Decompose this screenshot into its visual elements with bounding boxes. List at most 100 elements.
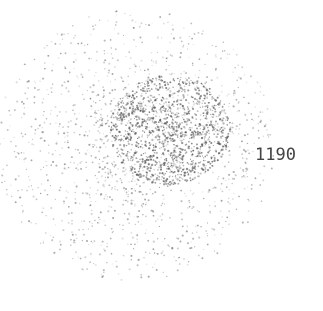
- speckle: [123, 153, 125, 155]
- speckle: [60, 187, 62, 189]
- speckle: [197, 131, 199, 133]
- speckle: [123, 135, 125, 137]
- speckle: [188, 141, 190, 143]
- speckle: [221, 85, 223, 87]
- speckle: [223, 42, 224, 43]
- speckle: [218, 126, 219, 127]
- speckle: [112, 144, 114, 146]
- speckle: [165, 180, 167, 182]
- speckle: [72, 234, 74, 236]
- speckle: [138, 221, 139, 222]
- speckle: [127, 200, 129, 202]
- speckle: [173, 126, 175, 128]
- speckle: [138, 216, 139, 217]
- speckle: [96, 113, 97, 114]
- speckle: [176, 167, 177, 168]
- speckle: [162, 105, 164, 107]
- speckle: [199, 58, 201, 60]
- speckle: [172, 176, 173, 177]
- speckle: [132, 172, 134, 174]
- speckle: [40, 193, 41, 194]
- speckle: [160, 166, 162, 168]
- speckle: [180, 174, 182, 176]
- speckle: [165, 145, 166, 146]
- speckle: [183, 119, 185, 121]
- speckle: [197, 133, 199, 135]
- speckle: [127, 157, 129, 159]
- speckle: [263, 165, 265, 167]
- speckle: [187, 162, 189, 164]
- speckle: [191, 143, 193, 145]
- speckle: [122, 229, 123, 230]
- speckle: [144, 160, 145, 161]
- speckle: [124, 170, 126, 172]
- speckle: [141, 224, 142, 225]
- speckle: [177, 107, 178, 108]
- speckle: [25, 134, 27, 136]
- speckle: [43, 115, 44, 116]
- speckle: [131, 165, 133, 167]
- speckle: [100, 211, 102, 213]
- speckle: [145, 141, 147, 143]
- speckle: [94, 117, 96, 119]
- speckle: [118, 101, 119, 102]
- speckle: [180, 132, 182, 134]
- speckle: [15, 156, 17, 158]
- speckle: [224, 144, 225, 145]
- speckle: [131, 130, 133, 132]
- speckle: [123, 255, 125, 257]
- speckle: [173, 172, 174, 173]
- speckle: [131, 232, 133, 234]
- speckle: [149, 134, 151, 136]
- speckle: [204, 167, 206, 169]
- speckle: [63, 229, 65, 231]
- speckle: [120, 123, 122, 125]
- speckle: [125, 200, 127, 202]
- speckle: [143, 131, 144, 132]
- speckle: [135, 46, 136, 47]
- speckle: [123, 144, 125, 146]
- speckle: [28, 186, 30, 188]
- speckle: [185, 149, 186, 150]
- speckle: [179, 163, 180, 164]
- speckle: [201, 257, 203, 259]
- speckle: [31, 143, 33, 145]
- speckle: [102, 118, 103, 119]
- speckle: [62, 126, 64, 128]
- speckle: [204, 170, 205, 171]
- speckle: [208, 189, 210, 191]
- speckle: [188, 81, 189, 82]
- speckle: [152, 134, 153, 135]
- speckle: [180, 190, 182, 192]
- speckle: [107, 53, 108, 54]
- speckle: [145, 128, 147, 130]
- speckle: [260, 91, 261, 92]
- speckle: [203, 94, 205, 96]
- speckle: [157, 126, 158, 127]
- speckle: [82, 94, 83, 95]
- speckle: [131, 97, 132, 98]
- speckle: [246, 119, 248, 121]
- speckle: [73, 61, 75, 63]
- speckle: [127, 244, 128, 245]
- speckle: [157, 219, 159, 221]
- speckle: [124, 163, 125, 164]
- speckle: [177, 137, 178, 138]
- speckle: [127, 76, 129, 78]
- speckle: [155, 127, 157, 129]
- speckle: [144, 111, 145, 112]
- speckle: [163, 198, 164, 199]
- speckle: [81, 161, 83, 163]
- speckle: [71, 231, 73, 233]
- speckle: [209, 211, 211, 213]
- speckle: [191, 96, 193, 98]
- speckle: [165, 113, 167, 115]
- speckle: [165, 158, 167, 160]
- speckle: [192, 117, 194, 119]
- speckle: [41, 137, 43, 139]
- speckle: [134, 168, 136, 170]
- speckle: [63, 33, 65, 35]
- speckle: [159, 172, 161, 174]
- speckle: [73, 132, 75, 134]
- speckle: [140, 106, 142, 108]
